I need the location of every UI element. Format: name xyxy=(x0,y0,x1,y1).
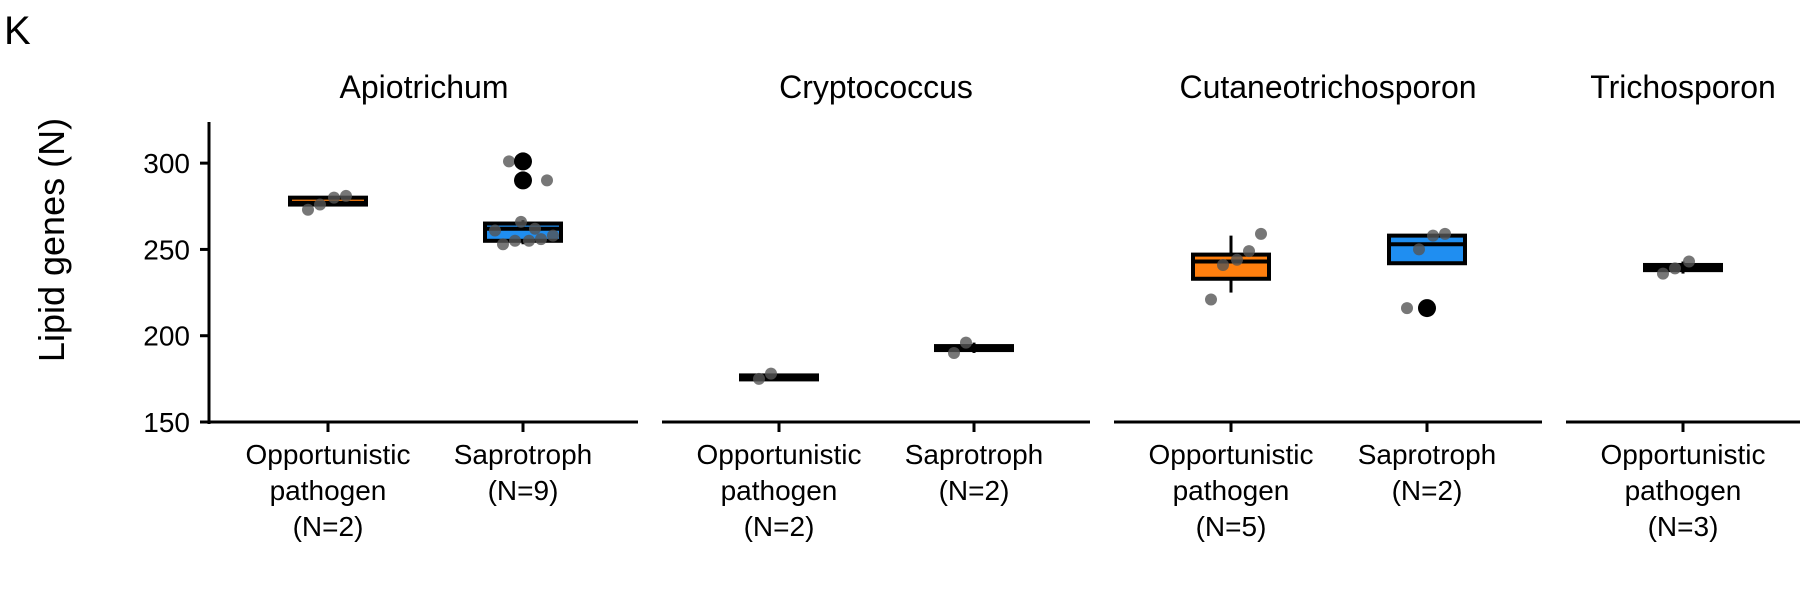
x-tick-label: Saprotroph xyxy=(454,439,593,470)
box xyxy=(1387,233,1467,266)
data-point xyxy=(523,234,535,247)
facet-panel: Cutaneotrichosporon Opportunistic pathogen… xyxy=(1114,69,1542,542)
data-point xyxy=(1439,227,1451,240)
data-point xyxy=(1205,293,1217,306)
data-point xyxy=(328,191,340,204)
data-point xyxy=(1243,245,1255,258)
x-tick-label: (N=2) xyxy=(293,511,364,542)
data-point xyxy=(314,198,326,211)
panel-label: K xyxy=(4,9,31,53)
data-point xyxy=(497,238,509,251)
data-point xyxy=(1231,253,1243,266)
facets: Apiotrichum Opportunistic pathogen (N=2) Sap… xyxy=(208,69,1800,542)
data-point xyxy=(535,233,547,246)
data-point xyxy=(547,229,559,242)
x-tick-label: Opportunistic xyxy=(246,439,411,470)
data-point xyxy=(765,367,777,380)
x-tick-label: (N=9) xyxy=(488,475,559,506)
facet-title: Cutaneotrichosporon xyxy=(1179,69,1476,105)
outlier-point xyxy=(514,171,532,190)
x-tick-label: Opportunistic xyxy=(1601,439,1766,470)
data-point xyxy=(1255,227,1267,240)
data-point xyxy=(948,346,960,359)
outlier-point xyxy=(1418,299,1436,318)
x-tick-label: (N=5) xyxy=(1196,511,1267,542)
x-tick-label: (N=2) xyxy=(939,475,1010,506)
facet-panel: Trichosporon Opportunistic pathogen (N=3) xyxy=(1566,69,1800,542)
x-tick-label: (N=2) xyxy=(744,511,815,542)
data-point xyxy=(340,189,352,202)
x-tick-label: Opportunistic xyxy=(697,439,862,470)
data-point xyxy=(1683,255,1695,268)
y-tick-label: 300 xyxy=(143,148,190,179)
x-tick-label: Opportunistic xyxy=(1149,439,1314,470)
data-point xyxy=(753,372,765,385)
data-point xyxy=(541,174,553,187)
x-tick-label: (N=3) xyxy=(1648,511,1719,542)
data-point xyxy=(1669,262,1681,275)
data-point xyxy=(1217,258,1229,271)
facet-panel: Apiotrichum Opportunistic pathogen (N=2) Sap… xyxy=(208,69,638,542)
facet-panel: Cryptococcus Opportunistic pathogen (N=2) Sa… xyxy=(662,69,1090,542)
data-point xyxy=(529,222,541,235)
y-tick-label: 150 xyxy=(143,407,190,438)
x-tick-label: Saprotroph xyxy=(1358,439,1497,470)
x-tick-label: Saprotroph xyxy=(905,439,1044,470)
data-point xyxy=(1657,267,1669,280)
data-point xyxy=(302,203,314,216)
data-point xyxy=(515,215,527,228)
outlier-point xyxy=(514,152,532,171)
data-point xyxy=(1401,302,1413,315)
x-tick-label: (N=2) xyxy=(1392,475,1463,506)
data-point xyxy=(509,234,521,247)
y-tick-label: 250 xyxy=(143,234,190,265)
x-tick-label: pathogen xyxy=(1173,475,1290,506)
x-tick-label: pathogen xyxy=(721,475,838,506)
data-point xyxy=(1427,229,1439,242)
data-point xyxy=(503,155,515,168)
x-tick-label: pathogen xyxy=(1625,475,1742,506)
data-point xyxy=(1413,243,1425,256)
x-tick-label: pathogen xyxy=(270,475,387,506)
facet-title: Apiotrichum xyxy=(340,69,509,105)
facet-title: Cryptococcus xyxy=(779,69,973,105)
facet-title: Trichosporon xyxy=(1590,69,1776,105)
y-axis: 150 200 250 300 xyxy=(143,122,211,438)
data-point xyxy=(960,336,972,349)
box xyxy=(1191,252,1271,281)
y-tick-label: 200 xyxy=(143,321,190,352)
data-point xyxy=(489,224,501,237)
y-axis-title: Lipid genes (N) xyxy=(31,118,72,362)
